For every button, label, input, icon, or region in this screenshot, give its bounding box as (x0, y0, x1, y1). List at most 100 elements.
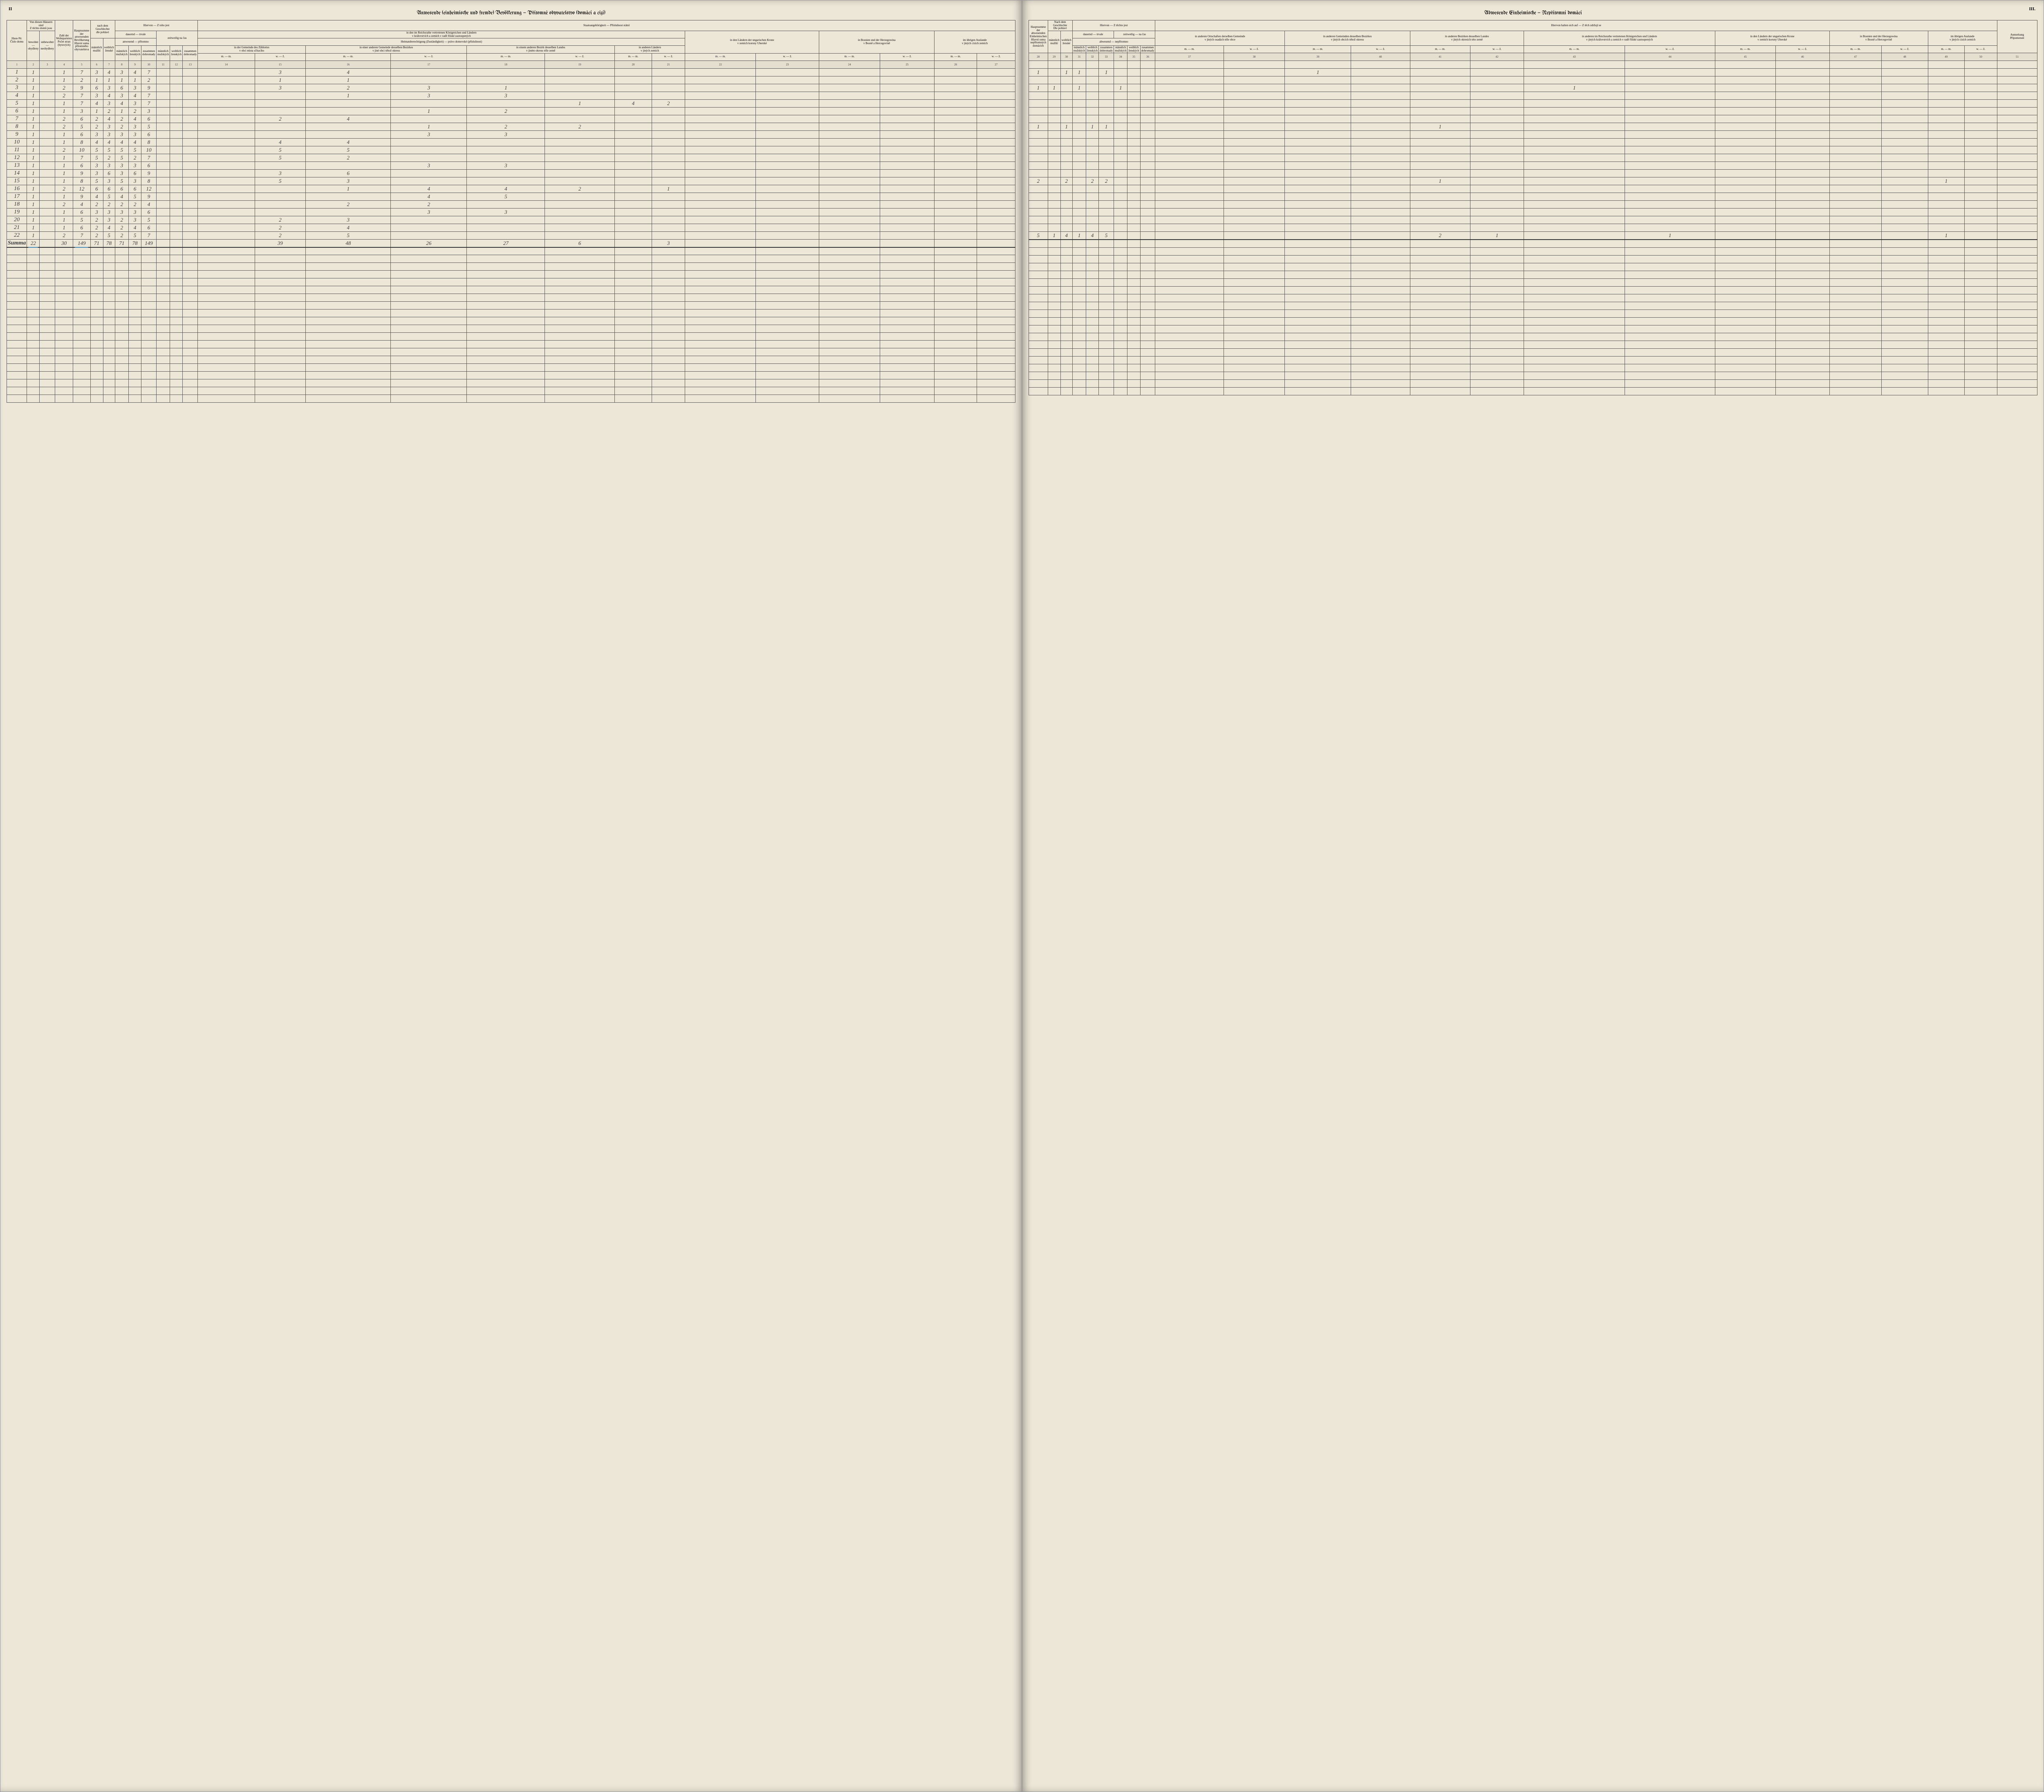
cell (1224, 177, 1285, 185)
cell (1964, 193, 1997, 201)
cell (1114, 209, 1127, 216)
cell (1625, 162, 1715, 170)
cell (1127, 224, 1140, 232)
cell-empty (1625, 387, 1715, 395)
table-row (1029, 108, 2037, 115)
cell (652, 193, 685, 200)
cell (198, 92, 255, 99)
cell-empty (467, 271, 545, 278)
cell (1127, 115, 1140, 123)
cell (977, 185, 1015, 193)
cell (1625, 108, 1715, 115)
cell (1775, 146, 1829, 154)
cell (1410, 224, 1470, 232)
cell-empty (141, 310, 157, 317)
cell-empty (1410, 240, 1470, 247)
cell: 4 (614, 99, 652, 107)
cell (545, 138, 615, 146)
cell-empty (1285, 317, 1351, 325)
cell (1285, 84, 1351, 92)
cell (1351, 216, 1410, 224)
cell-empty (819, 356, 880, 364)
cell: 7 (73, 154, 90, 161)
cell (1086, 193, 1099, 201)
cell (183, 154, 198, 161)
cell: 1 (55, 193, 73, 200)
cell-empty (1928, 387, 1964, 395)
cell-empty (1625, 240, 1715, 247)
cell (545, 208, 615, 216)
cell (183, 216, 198, 224)
cell-empty (103, 294, 115, 302)
cell-empty (1351, 364, 1410, 372)
cell (1114, 108, 1127, 115)
cell-empty (1127, 379, 1140, 387)
cell (1715, 131, 1775, 139)
cell-empty (1410, 302, 1470, 310)
cell (170, 130, 183, 138)
cell (170, 161, 183, 169)
cell (156, 92, 170, 99)
cell (1715, 224, 1775, 232)
cell (170, 68, 183, 76)
cell: 7 (73, 68, 90, 76)
cell-empty (1060, 348, 1072, 356)
cell (170, 208, 183, 216)
cell (819, 200, 880, 208)
cell (614, 239, 652, 247)
cell (935, 138, 977, 146)
cell-empty (1140, 387, 1155, 395)
cell (1470, 108, 1524, 115)
cell-empty (1029, 278, 1048, 286)
cell (545, 177, 615, 185)
cell (183, 185, 198, 193)
cell: 1 (1928, 177, 1964, 185)
cell-empty (156, 348, 170, 356)
cell-empty (545, 395, 615, 403)
cell (977, 92, 1015, 99)
cell (1881, 76, 1928, 84)
cell-empty (141, 333, 157, 341)
cell-empty (935, 387, 977, 395)
table-row (1029, 146, 2037, 154)
cell-empty (1881, 302, 1928, 310)
cell-empty (1072, 379, 1086, 387)
cell (1715, 108, 1775, 115)
cell: 5 (1029, 232, 1048, 240)
cell (1029, 100, 1048, 108)
cell-empty (819, 302, 880, 310)
cell-empty (1410, 387, 1470, 395)
cell-empty (1997, 310, 2037, 317)
cell-empty (1625, 294, 1715, 302)
cell-empty (255, 395, 306, 403)
cell-empty (391, 395, 467, 403)
cell-empty (652, 286, 685, 294)
cell (1048, 100, 1060, 108)
cell (1928, 92, 1964, 100)
cell (977, 76, 1015, 84)
cell (1127, 201, 1140, 209)
col-num: 28 (1029, 53, 1048, 61)
cell (1775, 162, 1829, 170)
cell-empty (115, 379, 128, 387)
hdr: unbewohnt — neobydleny (40, 31, 55, 61)
cell-empty (255, 325, 306, 333)
cell: 1 (27, 216, 40, 224)
cell-empty (1086, 263, 1099, 271)
cell-empty (198, 278, 255, 286)
cell: 1 (27, 99, 40, 107)
cell (819, 115, 880, 123)
table-row-empty (7, 379, 1015, 387)
cell-empty (467, 325, 545, 333)
cell-empty (115, 247, 128, 255)
cell: 5 (73, 123, 90, 130)
cell (170, 99, 183, 107)
cell-empty (115, 278, 128, 286)
cell-empty (1224, 294, 1285, 302)
cell (685, 239, 756, 247)
cell-empty (306, 294, 391, 302)
cell-empty (1140, 364, 1155, 372)
cell (1060, 115, 1072, 123)
cell: 4 (129, 68, 141, 76)
cell (1099, 154, 1114, 162)
